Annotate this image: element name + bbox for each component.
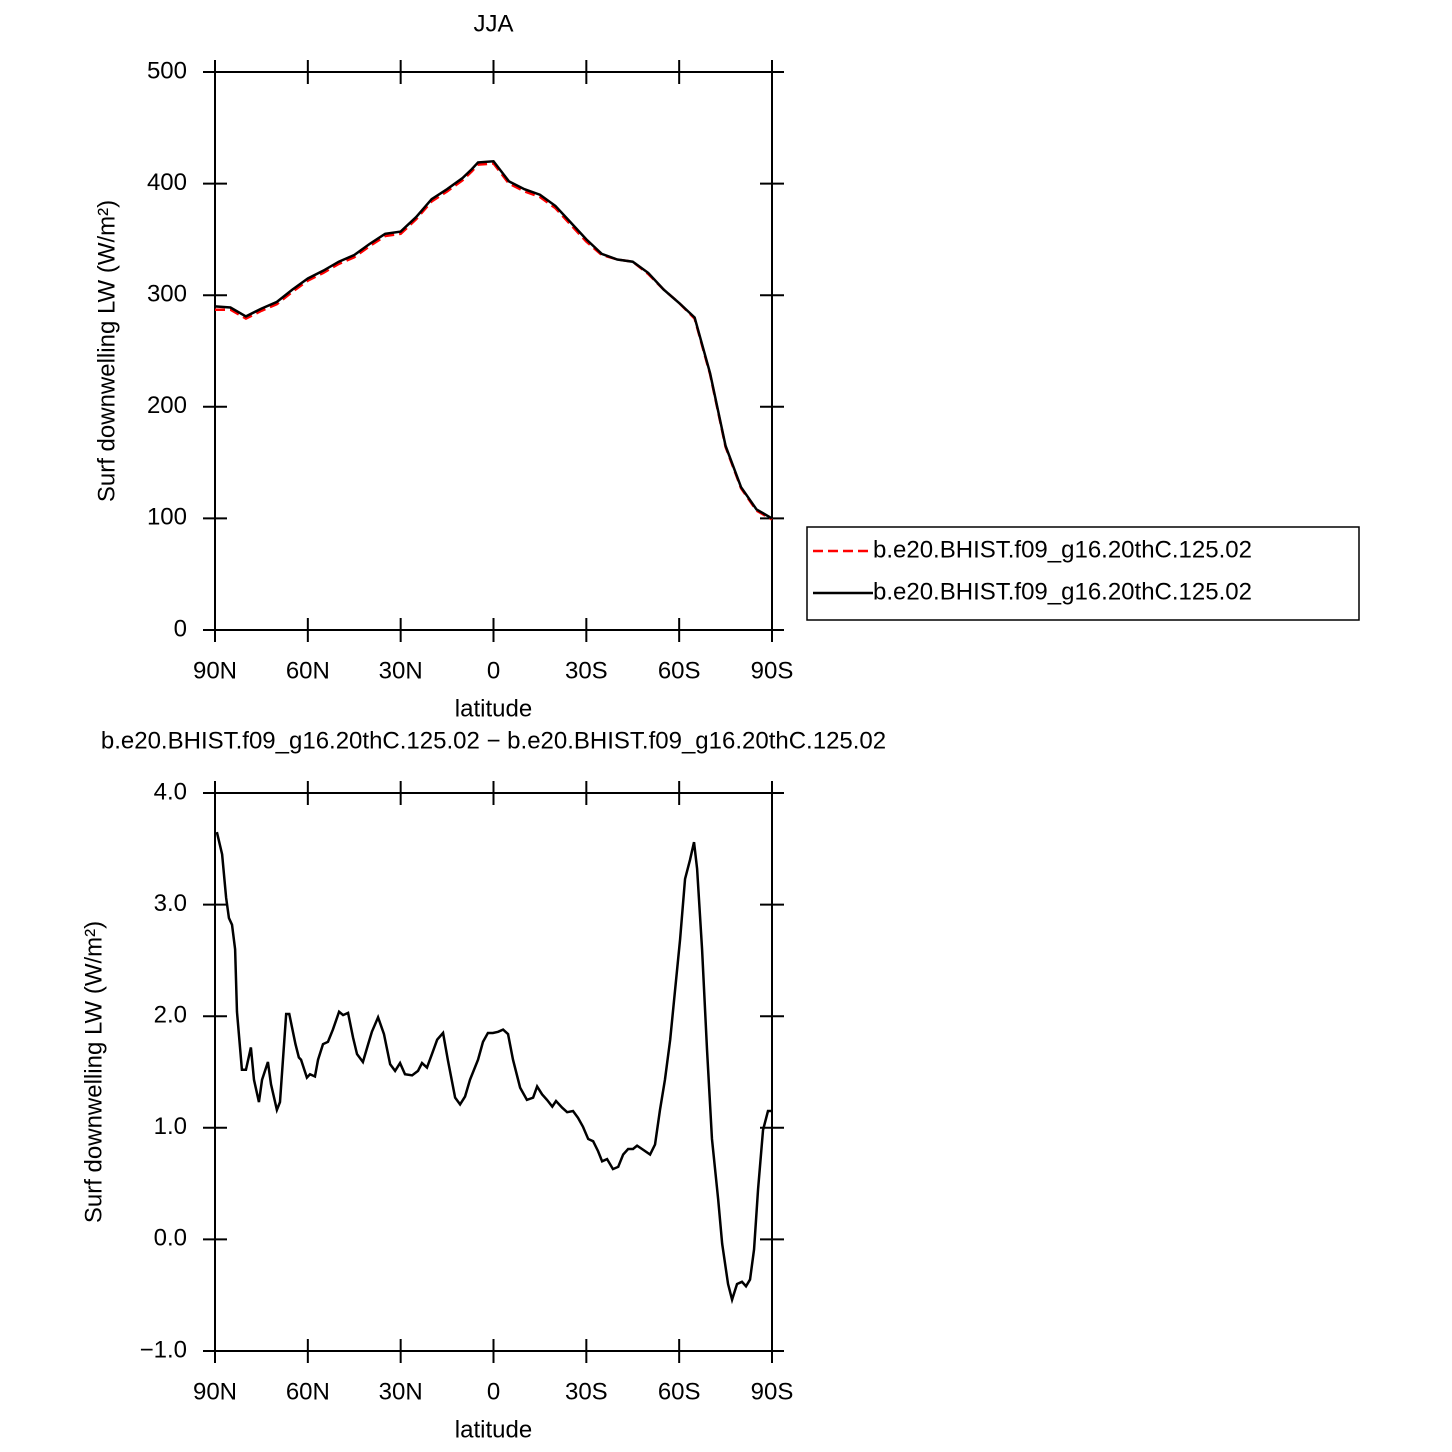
legend-label: b.e20.BHIST.f09_g16.20thC.125.02 (873, 536, 1252, 563)
x-tick-label: 30S (565, 657, 608, 684)
y-tick-label: −1.0 (140, 1336, 187, 1363)
legend-label: b.e20.BHIST.f09_g16.20thC.125.02 (873, 578, 1252, 605)
series-line (215, 831, 772, 1305)
y-tick-label: 4.0 (154, 778, 187, 805)
y-tick-label: 100 (147, 504, 187, 531)
y-tick-label: 0 (174, 615, 187, 642)
x-tick-label: 60S (658, 1378, 701, 1405)
chart-title: b.e20.BHIST.f09_g16.20thC.125.02 − b.e20… (101, 727, 886, 754)
x-tick-label: 60N (286, 1378, 330, 1405)
series-line (214, 159, 773, 520)
plot-frame (214, 792, 773, 1352)
x-tick-label: 90N (193, 657, 237, 684)
x-tick-label: 60N (286, 657, 330, 684)
chart-title: JJA (473, 10, 513, 37)
x-tick-label: 90S (751, 1378, 794, 1405)
y-tick-label: 400 (147, 169, 187, 196)
y-tick-label: 2.0 (154, 1002, 187, 1029)
plot-frame (214, 71, 773, 631)
y-tick-label: 3.0 (154, 890, 187, 917)
y-axis-label: Surf downwelling LW (W/m²) (80, 921, 107, 1223)
x-tick-label: 90N (193, 1378, 237, 1405)
x-tick-label: 30N (379, 657, 423, 684)
x-tick-label: 90S (751, 657, 794, 684)
x-tick-label: 30N (379, 1378, 423, 1405)
x-tick-label: 0 (487, 1378, 500, 1405)
y-tick-label: 500 (147, 57, 187, 84)
x-tick-label: 60S (658, 657, 701, 684)
x-tick-label: 0 (487, 657, 500, 684)
y-tick-label: 300 (147, 281, 187, 308)
y-tick-label: 1.0 (154, 1113, 187, 1140)
y-tick-label: 200 (147, 392, 187, 419)
y-tick-label: 0.0 (154, 1225, 187, 1252)
x-tick-label: 30S (565, 1378, 608, 1405)
series-line (215, 162, 773, 521)
x-axis-label: latitude (455, 1416, 532, 1443)
y-axis-label: Surf downwelling LW (W/m²) (93, 200, 120, 502)
legend-box (806, 526, 1360, 621)
x-axis-label: latitude (455, 695, 532, 722)
